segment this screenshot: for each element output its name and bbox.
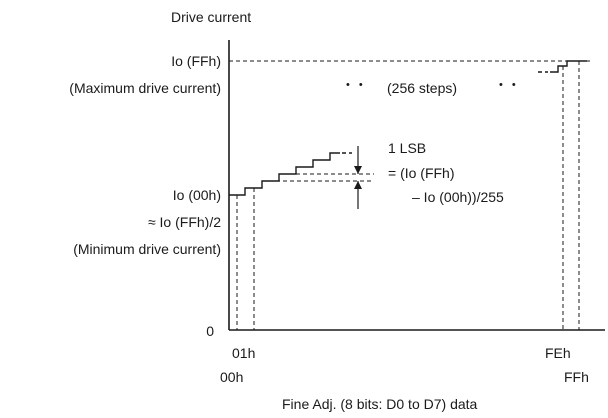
lsb-label-line3: – Io (00h))/255 (412, 189, 504, 205)
label-min-drive-current: (Minimum drive current) (73, 241, 221, 257)
x-label-01h: 01h (232, 345, 255, 361)
label-approx-half: ≈ Io (FFh)/2 (148, 214, 221, 230)
steps-ellipsis-left: • • (346, 79, 366, 91)
lsb-label-line2: = (Io (FFh) (388, 165, 455, 181)
lsb-label-line1: 1 LSB (388, 140, 426, 156)
label-io-00h: Io (00h) (173, 187, 221, 203)
y-axis-title: Drive current (171, 9, 251, 25)
label-zero: 0 (206, 323, 214, 339)
label-max-drive-current: (Maximum drive current) (69, 80, 221, 96)
steps-ellipsis-right: • • (499, 79, 519, 91)
x-label-ffh: FFh (564, 369, 589, 385)
staircase-low (229, 152, 340, 196)
steps-note: (256 steps) (387, 80, 457, 96)
label-io-ffh: Io (FFh) (171, 53, 221, 69)
x-label-feh: FEh (545, 345, 571, 361)
staircase-high (550, 60, 587, 73)
x-label-00h: 00h (220, 369, 243, 385)
x-axis-title: Fine Adj. (8 bits: D0 to D7) data (282, 396, 478, 412)
